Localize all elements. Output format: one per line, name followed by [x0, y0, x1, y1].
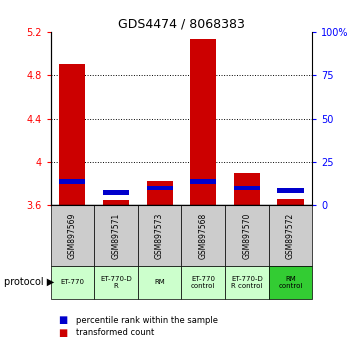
Text: ET-770-D
R: ET-770-D R [100, 276, 132, 289]
Text: GSM897572: GSM897572 [286, 212, 295, 258]
Bar [51, 266, 94, 299]
Text: ET-770: ET-770 [60, 279, 84, 285]
Bar [181, 205, 225, 266]
Text: GSM897573: GSM897573 [155, 212, 164, 259]
Text: ■: ■ [58, 315, 67, 325]
Bar [225, 205, 269, 266]
Text: GSM897568: GSM897568 [199, 212, 208, 258]
Bar [94, 205, 138, 266]
Bar [277, 188, 304, 193]
Bar [147, 182, 173, 205]
Bar [190, 179, 216, 184]
Bar [103, 190, 129, 195]
Text: GSM897570: GSM897570 [242, 212, 251, 259]
Text: GSM897569: GSM897569 [68, 212, 77, 259]
Text: percentile rank within the sample: percentile rank within the sample [76, 316, 218, 325]
Bar [59, 64, 86, 205]
Bar [147, 185, 173, 190]
Bar [269, 266, 312, 299]
Bar [234, 185, 260, 190]
Text: ET-770
control: ET-770 control [191, 276, 216, 289]
Bar [138, 266, 181, 299]
Bar [103, 200, 129, 205]
Text: protocol ▶: protocol ▶ [4, 277, 54, 287]
Text: GSM897571: GSM897571 [112, 212, 121, 258]
Bar [234, 173, 260, 205]
Bar [138, 205, 181, 266]
Bar [190, 39, 216, 205]
Bar [51, 205, 94, 266]
Text: RM: RM [154, 279, 165, 285]
Text: ET-770-D
R control: ET-770-D R control [231, 276, 263, 289]
Title: GDS4474 / 8068383: GDS4474 / 8068383 [118, 18, 245, 31]
Bar [181, 266, 225, 299]
Bar [269, 205, 312, 266]
Bar [94, 266, 138, 299]
Bar [59, 179, 86, 184]
Text: transformed count: transformed count [76, 328, 154, 337]
Text: RM
control: RM control [278, 276, 303, 289]
Text: ■: ■ [58, 328, 67, 338]
Bar [225, 266, 269, 299]
Bar [277, 199, 304, 205]
